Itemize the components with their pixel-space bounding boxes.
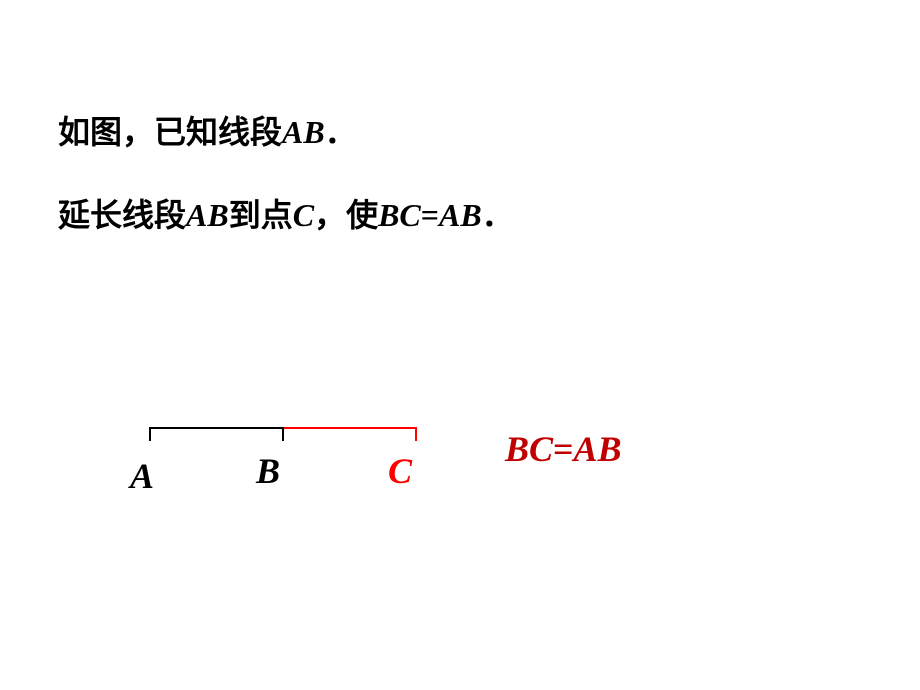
point-label-a: A [130,455,154,497]
segment-ab [149,427,282,429]
eq-equals: = [553,429,574,469]
tick-a [149,427,151,441]
eq-bc: BC [505,429,553,469]
tick-c [415,427,417,441]
tick-b [282,427,284,441]
equation-bc-ab: BC=AB [505,428,622,470]
segment-bc [282,427,415,429]
segment-diagram: A B C BC=AB [0,0,920,690]
point-label-c: C [388,450,412,492]
eq-ab: AB [574,429,622,469]
point-label-b: B [256,450,280,492]
